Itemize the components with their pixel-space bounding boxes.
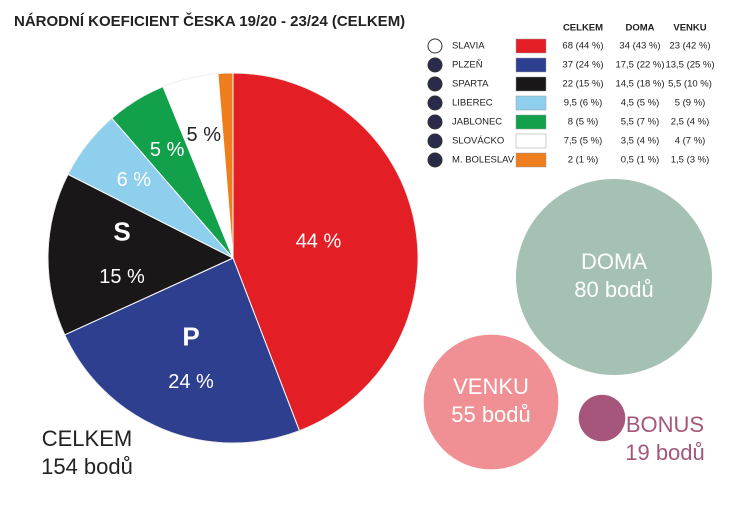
team-icon xyxy=(427,76,443,92)
category: SPARTA xyxy=(452,79,489,90)
bubble-label: 80 bodů xyxy=(574,277,654,302)
table-cell: 0,5 (1 %) xyxy=(621,155,660,166)
table-cell: 7,5 (5 %) xyxy=(564,136,603,147)
table-cell: 23 (42 %) xyxy=(669,41,710,52)
chart-title: NÁRODNÍ KOEFICIENT ČESKA 19/20 - 23/24 (… xyxy=(14,12,405,30)
pie-outline xyxy=(47,72,419,444)
slice-label: 5 % xyxy=(187,124,222,146)
bubble-name: VENKU xyxy=(453,374,529,399)
team-icon xyxy=(427,152,443,168)
slice-label: 24 % xyxy=(168,371,214,393)
category: M. BOLESLAV xyxy=(452,155,515,166)
table-cell: 2 (1 %) xyxy=(568,155,599,166)
slice-label: 6 % xyxy=(117,169,152,191)
legend-swatch xyxy=(515,114,547,130)
bubble xyxy=(423,334,559,470)
table-cell: 22 (15 %) xyxy=(562,79,603,90)
table-cell: 9,5 (6 %) xyxy=(564,98,603,109)
legend-swatch xyxy=(515,57,547,73)
team-icon xyxy=(427,38,443,54)
legend-swatch xyxy=(515,76,547,92)
table-cell: 4 (7 %) xyxy=(675,136,706,147)
slice-logo: P xyxy=(182,322,199,352)
table-cell: 14,5 (18 %) xyxy=(615,79,664,90)
table-cell: 5,5 (10 %) xyxy=(668,79,712,90)
bubble-name: DOMA xyxy=(581,249,647,274)
total-label: CELKEM xyxy=(42,426,132,451)
category: JABLONEC xyxy=(452,117,502,128)
table-cell: 37 (24 %) xyxy=(562,60,603,71)
category: PLZEŇ xyxy=(452,60,483,71)
bubble xyxy=(578,394,626,442)
table-cell: 5,5 (7 %) xyxy=(621,117,660,128)
category: SLOVÁCKO xyxy=(452,136,504,147)
table-cell: 68 (44 %) xyxy=(562,41,603,52)
legend-swatch xyxy=(515,152,547,168)
table-cell: 34 (43 %) xyxy=(619,41,660,52)
bubble-label: 19 bodů xyxy=(625,440,705,465)
category: LIBEREC xyxy=(452,98,493,109)
table-cell: 8 (5 %) xyxy=(568,117,599,128)
bubble-name: BONUS xyxy=(626,412,704,437)
slice-label: 15 % xyxy=(99,266,145,288)
slice-label: 5 % xyxy=(150,139,185,161)
total-label: 154 bodů xyxy=(41,454,133,479)
team-icon xyxy=(427,57,443,73)
table-cell: 13,5 (25 %) xyxy=(665,60,714,71)
legend-swatch xyxy=(515,95,547,111)
slice-logo: S xyxy=(113,217,130,247)
slice-label: 44 % xyxy=(296,230,342,252)
table-cell: 4,5 (5 %) xyxy=(621,98,660,109)
team-icon xyxy=(427,95,443,111)
legend-swatch xyxy=(515,38,547,54)
table-header: CELKEM xyxy=(563,23,603,34)
table-header: DOMA xyxy=(625,23,654,34)
category: SLAVIA xyxy=(452,41,485,52)
team-icon xyxy=(427,114,443,130)
table-header: VENKU xyxy=(673,23,706,34)
legend-swatch xyxy=(515,133,547,149)
bubble xyxy=(516,179,712,375)
table-cell: 5 (9 %) xyxy=(675,98,706,109)
table-cell: 17,5 (22 %) xyxy=(615,60,664,71)
table-cell: 1,5 (3 %) xyxy=(671,155,710,166)
table-cell: 2,5 (4 %) xyxy=(671,117,710,128)
bubble-label: 55 bodů xyxy=(451,402,531,427)
team-icon xyxy=(427,133,443,149)
table-cell: 3,5 (4 %) xyxy=(621,136,660,147)
